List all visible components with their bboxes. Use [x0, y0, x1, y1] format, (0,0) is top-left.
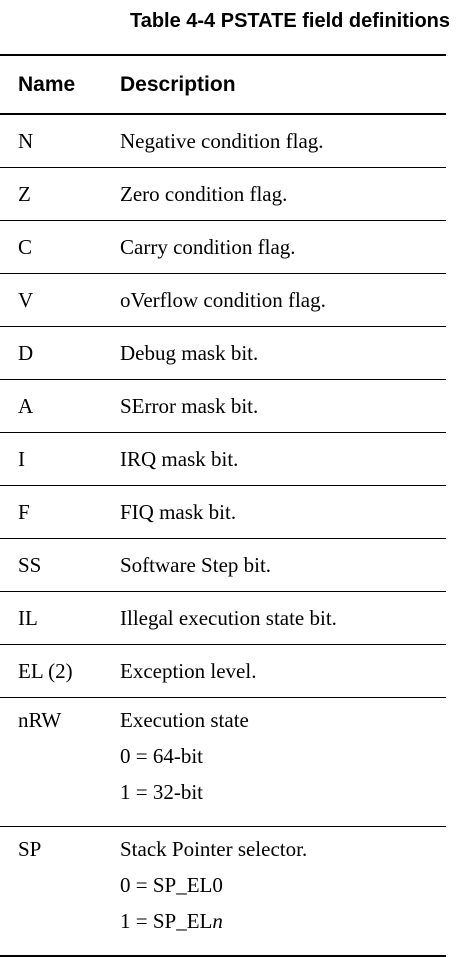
- description-line: SError mask bit.: [120, 393, 259, 418]
- field-name-cell: Z: [18, 181, 31, 206]
- row-divider: [0, 167, 446, 168]
- field-name-cell: F: [18, 499, 30, 524]
- field-name-cell: N: [18, 128, 34, 153]
- field-name-cell: SP: [18, 837, 42, 861]
- row-divider: [0, 538, 446, 539]
- table-caption: Table 4-4 PSTATE field definitions: [129, 10, 450, 32]
- description-line: Negative condition flag.: [120, 128, 324, 153]
- table-row: I IRQ mask bit.: [0, 433, 446, 485]
- description-line: Carry condition flag.: [120, 234, 296, 259]
- table-row: Z Zero condition flag.: [0, 168, 446, 220]
- description-line: IRQ mask bit.: [120, 446, 239, 471]
- description-line: Debug mask bit.: [120, 340, 259, 365]
- table-row: IL Illegal execution state bit.: [0, 592, 446, 644]
- field-name-cell: SS: [18, 552, 42, 577]
- description-line: 1 = SP_ELn: [120, 909, 223, 933]
- description-line: Execution state: [120, 708, 249, 732]
- row-divider: [0, 273, 446, 274]
- field-description-cell: FIQ mask bit.: [120, 500, 446, 525]
- row-divider: [0, 432, 446, 433]
- description-line: Stack Pointer selector.: [120, 837, 308, 861]
- description-line: 0 = SP_EL0: [120, 873, 223, 897]
- field-description-cell: Software Step bit.: [120, 553, 446, 578]
- table-row: N Negative condition flag.: [0, 115, 446, 167]
- table-row: SS Software Step bit.: [0, 539, 446, 591]
- row-divider: [0, 326, 446, 327]
- field-description-cell: Execution state 0 = 64-bit 1 = 32-bit: [120, 708, 446, 810]
- description-line: Exception level.: [120, 658, 257, 683]
- description-line: FIQ mask bit.: [120, 499, 237, 524]
- column-header-description: Description: [120, 72, 236, 96]
- table-header: Name Description: [0, 56, 446, 113]
- field-description-cell: Exception level.: [120, 659, 446, 684]
- table-row: C Carry condition flag.: [0, 221, 446, 273]
- description-line: Illegal execution state bit.: [120, 605, 337, 630]
- description-line: Software Step bit.: [120, 552, 272, 577]
- field-description-cell: Negative condition flag.: [120, 129, 446, 154]
- row-divider: [0, 485, 446, 486]
- field-name-cell: EL (2): [18, 658, 73, 683]
- row-divider: [0, 826, 446, 827]
- field-name-cell: C: [18, 234, 33, 259]
- column-header-name: Name: [18, 72, 76, 96]
- row-divider: [0, 591, 446, 592]
- table-row: F FIQ mask bit.: [0, 486, 446, 538]
- table-row: SP Stack Pointer selector. 0 = SP_EL0 1 = S…: [0, 827, 446, 955]
- row-divider: [0, 220, 446, 221]
- description-line: 1 = 32-bit: [120, 780, 204, 804]
- description-line: 0 = 64-bit: [120, 744, 204, 768]
- table-body: N Negative condition flag. Z Zero condition…: [0, 115, 446, 957]
- field-name-cell: nRW: [18, 708, 62, 732]
- field-name-cell: V: [18, 287, 34, 312]
- table-header-rule: [0, 113, 446, 115]
- row-divider: [0, 379, 446, 380]
- field-name-cell: I: [18, 446, 25, 471]
- row-divider: [0, 644, 446, 645]
- field-name-cell: D: [18, 340, 34, 365]
- field-description-cell: IRQ mask bit.: [120, 447, 446, 472]
- field-description-cell: Carry condition flag.: [120, 235, 446, 260]
- field-description-cell: oVerflow condition flag.: [120, 288, 446, 313]
- description-line: Zero condition flag.: [120, 181, 288, 206]
- field-name-cell: IL: [18, 605, 38, 630]
- row-divider: [0, 697, 446, 698]
- field-name-cell: A: [18, 393, 34, 418]
- table-row: nRW Execution state 0 = 64-bit 1 = 32-bit: [0, 698, 446, 826]
- pstate-table: Name Description N Negative condition fla…: [0, 54, 446, 957]
- field-description-cell: SError mask bit.: [120, 394, 446, 419]
- field-description-cell: Illegal execution state bit.: [120, 606, 446, 631]
- table-row: D Debug mask bit.: [0, 327, 446, 379]
- table-row: EL (2) Exception level.: [0, 645, 446, 697]
- field-description-cell: Debug mask bit.: [120, 341, 446, 366]
- description-line: oVerflow condition flag.: [120, 287, 326, 312]
- field-description-cell: Stack Pointer selector. 0 = SP_EL0 1 = SP_…: [120, 837, 446, 939]
- table-row: A SError mask bit.: [0, 380, 446, 432]
- table-top-rule: [0, 54, 446, 56]
- field-description-cell: Zero condition flag.: [120, 182, 446, 207]
